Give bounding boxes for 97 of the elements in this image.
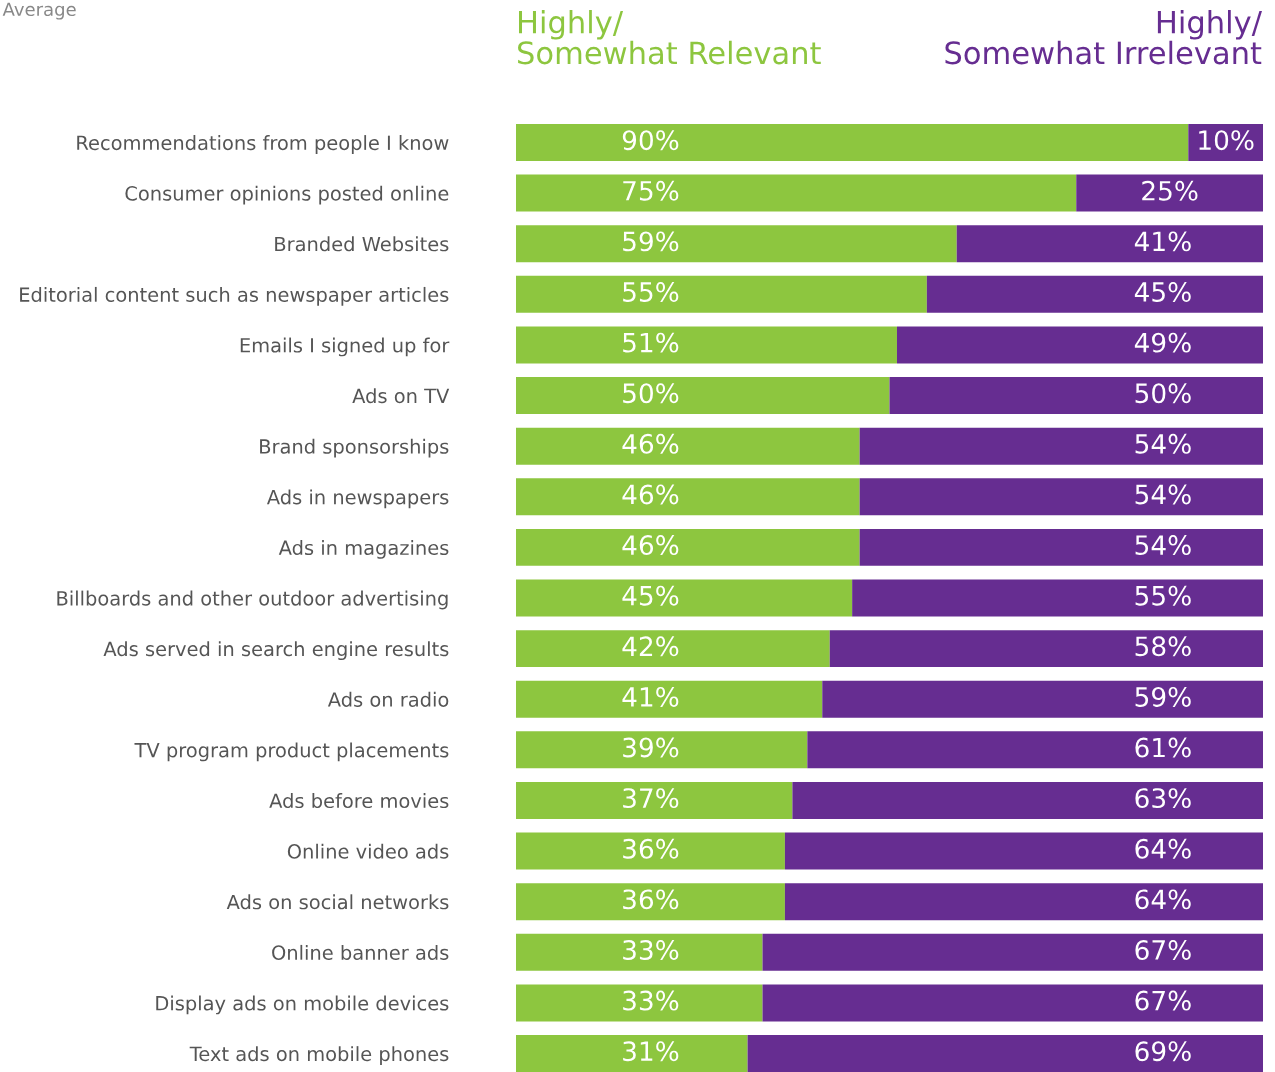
data-label: 64% (1135, 889, 1191, 910)
y-tick-label: Online banner ads (272, 944, 449, 960)
bar (516, 427, 860, 465)
data-label: 54% (1135, 535, 1191, 556)
data-label: 90% (622, 130, 679, 151)
data-label: 37% (623, 788, 679, 809)
y-tick-label: Display ads on mobile devices (156, 995, 449, 1015)
bar (516, 680, 823, 718)
y-tick-label: Emails I signed up for (240, 337, 450, 357)
y-tick-label: Text ads on mobile phones (189, 1046, 449, 1065)
y-tick-label: Ads on social networks (226, 894, 449, 910)
y-tick-label: Ads served in search engine results (103, 641, 449, 661)
data-label: 41% (622, 686, 679, 707)
data-label: 36% (623, 889, 679, 910)
data-label: 41% (1134, 231, 1191, 252)
data-label: 51% (623, 332, 679, 353)
data-label: 55% (1135, 585, 1191, 606)
y-tick-label: Ads in newspapers (266, 489, 449, 509)
bar (516, 883, 785, 921)
series-label: Highly/ Somewhat Relevant (518, 10, 821, 65)
text: Average (2, 2, 76, 20)
bar (516, 984, 763, 1022)
y-tick-label: Ads in magazines (278, 540, 449, 559)
bar (784, 832, 1263, 870)
bar (762, 984, 1263, 1022)
data-label: 59% (1135, 686, 1191, 707)
data-label: 46% (622, 484, 679, 505)
data-label: 69% (1135, 1041, 1191, 1062)
data-label: 46% (622, 433, 679, 454)
y-tick-label: TV program product placements (134, 742, 449, 762)
bar (784, 883, 1263, 921)
bar (896, 326, 1263, 364)
data-label: 54% (1135, 484, 1191, 505)
y-tick-label: Online video ads (287, 843, 449, 859)
bar (516, 933, 763, 971)
data-label: 67% (1135, 939, 1191, 960)
bar (516, 275, 927, 313)
data-label: 67% (1135, 990, 1191, 1011)
y-tick-label: Consumer opinions posted online (125, 185, 449, 205)
data-label: 31% (623, 1041, 679, 1062)
bar (516, 579, 853, 617)
y-tick-label: Ads before movies (269, 793, 449, 809)
data-label: 25% (1142, 180, 1198, 201)
bar (516, 174, 1077, 212)
y-tick-label: Branded Websites (275, 236, 449, 252)
data-label: 42% (622, 636, 679, 657)
bar (516, 124, 1189, 161)
data-label: 75% (623, 180, 679, 201)
bar (747, 1035, 1263, 1072)
data-label: 36% (623, 838, 679, 859)
bar (516, 1035, 748, 1072)
data-label: 45% (1134, 282, 1191, 302)
bar (1076, 174, 1263, 212)
data-label: 50% (623, 383, 679, 404)
series-label: Highly/ Somewhat Irrelevant (945, 10, 1262, 65)
bar (889, 377, 1263, 415)
bar (762, 933, 1263, 971)
bar (852, 579, 1263, 617)
bar (516, 478, 860, 516)
y-tick-label: Ads on radio (327, 691, 449, 707)
data-label: 39% (623, 737, 679, 758)
data-label: 61% (1135, 737, 1191, 758)
y-tick-label: Editorial content such as newspaper articles (20, 286, 449, 306)
bar (516, 528, 860, 566)
data-label: 58% (1135, 636, 1191, 657)
bar (829, 630, 1263, 668)
data-label: 64% (1135, 838, 1191, 859)
y-tick-label: Recommendations from people I know (77, 135, 449, 154)
y-tick-label: Billboards and other outdoor advertising (57, 590, 448, 610)
y-tick-label: Ads on TV (352, 388, 450, 404)
data-label: 50% (1135, 383, 1191, 404)
bar (956, 225, 1263, 263)
data-label: 63% (1135, 788, 1191, 809)
bar (822, 680, 1263, 718)
data-label: 33% (623, 939, 679, 960)
bar (859, 478, 1263, 516)
data-label: 55% (623, 282, 679, 302)
bar (516, 377, 890, 415)
data-label: 33% (623, 990, 679, 1011)
data-label: 59% (623, 231, 679, 252)
bar (516, 731, 808, 769)
data-label: 46% (622, 535, 679, 556)
data-label: 45% (622, 585, 679, 606)
bar (516, 630, 830, 668)
bar (516, 225, 957, 263)
bar (926, 275, 1263, 313)
data-label: 54% (1135, 433, 1191, 454)
bar (807, 731, 1263, 769)
y-tick-label: Brand sponsorships (260, 438, 449, 458)
data-label: 49% (1134, 332, 1191, 353)
data-label: 10% (1199, 130, 1254, 151)
bar (792, 781, 1263, 819)
bar (516, 326, 897, 364)
bar (859, 528, 1263, 566)
bar (859, 427, 1263, 465)
bar (516, 781, 793, 819)
bar (516, 832, 785, 870)
